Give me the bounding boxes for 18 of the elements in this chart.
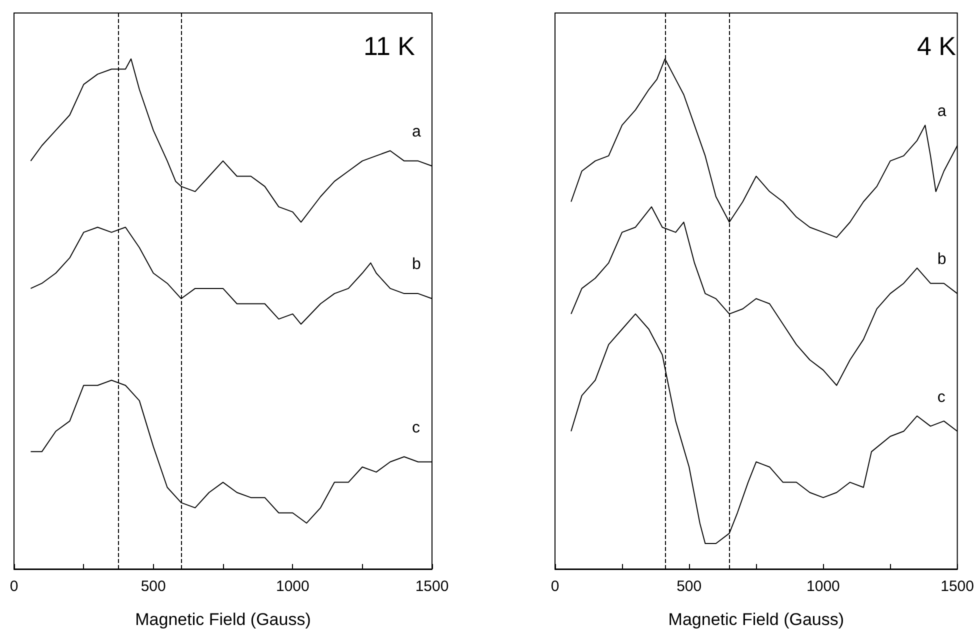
x-tick-label: 0 [10, 578, 18, 595]
x-tick-label: 500 [140, 578, 166, 595]
series-label: b [937, 251, 946, 268]
chart-title: 11 K [363, 31, 416, 61]
x-tick-label: 0 [550, 578, 560, 595]
x-tick-label: 1000 [806, 578, 840, 595]
x-tick-label: 500 [676, 578, 702, 595]
series-label: a [937, 103, 946, 120]
series-label: a [412, 124, 421, 141]
x-tick-label: 1500 [940, 578, 974, 595]
x-axis-title: Magnetic Field (Gauss) [135, 610, 311, 629]
x-tick-label: 1000 [276, 578, 310, 595]
chart-title: 4 K [916, 31, 957, 61]
series-label: c [412, 419, 420, 436]
series-label: b [412, 256, 421, 274]
x-tick-label: 1500 [415, 578, 449, 595]
x-axis-title: Magnetic Field (Gauss) [668, 610, 844, 629]
series-label: c [937, 388, 946, 406]
